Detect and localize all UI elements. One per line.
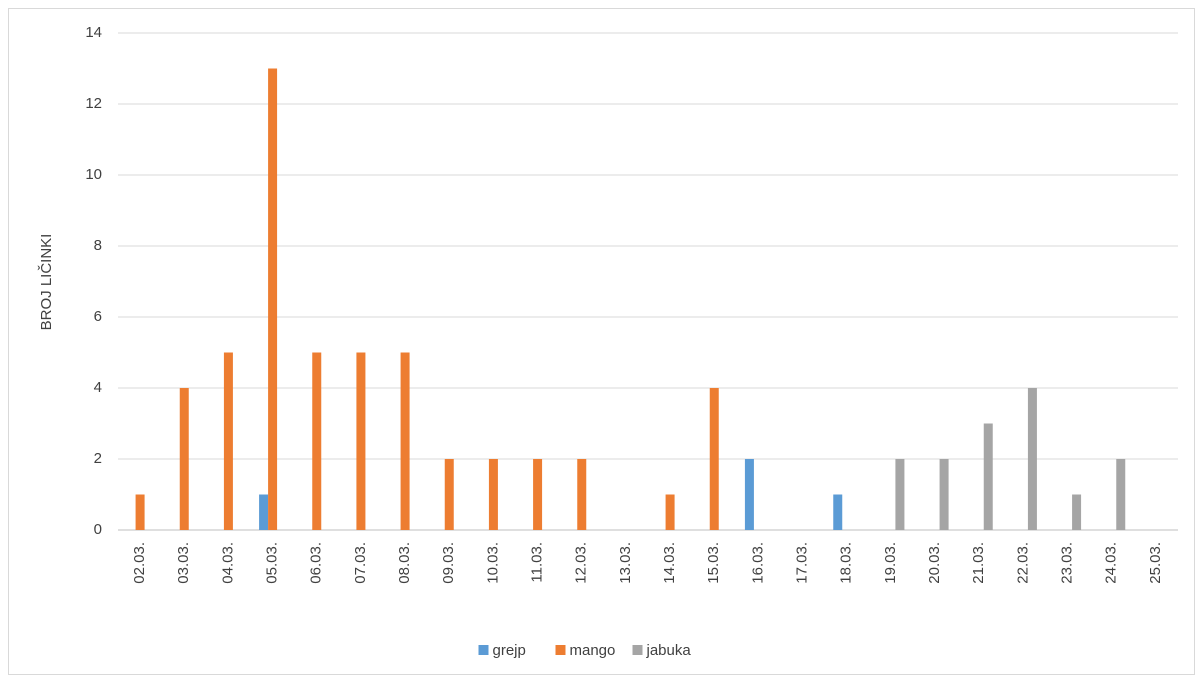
x-tick-label: 15.03.	[705, 542, 722, 584]
x-tick-label: 04.03.	[219, 542, 236, 584]
x-tick-label: 20.03.	[926, 542, 943, 584]
x-tick-label: 22.03.	[1014, 542, 1031, 584]
legend-label: jabuka	[646, 642, 692, 659]
y-tick-label: 14	[85, 24, 102, 41]
legend-label: mango	[570, 642, 616, 659]
bar	[1072, 494, 1082, 530]
legend-swatch	[555, 645, 566, 655]
bar	[577, 459, 587, 530]
x-tick-label: 19.03.	[882, 542, 899, 584]
bar	[259, 494, 269, 530]
bar	[1027, 388, 1037, 530]
bar	[939, 459, 949, 530]
bar	[135, 494, 145, 530]
x-tick-label: 16.03.	[749, 542, 766, 584]
y-tick-label: 0	[94, 521, 102, 538]
x-tick-label: 17.03.	[794, 542, 811, 584]
bar	[709, 388, 719, 530]
x-tick-label: 23.03.	[1059, 542, 1076, 584]
y-tick-label: 12	[85, 95, 102, 112]
x-tick-label: 12.03.	[573, 542, 590, 584]
x-tick-label: 25.03.	[1147, 542, 1164, 584]
x-tick-label: 03.03.	[175, 542, 192, 584]
x-tick-label: 06.03.	[308, 542, 325, 584]
bar	[1116, 459, 1126, 530]
x-tick-label: 07.03.	[352, 542, 369, 584]
bar	[533, 459, 543, 530]
x-tick-label: 11.03.	[529, 542, 546, 583]
bar	[400, 352, 410, 530]
bar	[488, 459, 498, 530]
y-tick-label: 10	[85, 166, 102, 183]
bar	[744, 459, 754, 530]
bar	[223, 352, 233, 530]
y-tick-label: 8	[94, 237, 102, 254]
legend-swatch	[632, 645, 643, 655]
bar	[983, 423, 993, 530]
bar	[665, 494, 675, 530]
x-tick-label: 13.03.	[617, 542, 634, 584]
x-tick-label: 02.03.	[131, 542, 148, 584]
y-tick-label: 2	[94, 450, 102, 467]
bar	[179, 388, 189, 530]
legend-swatch	[478, 645, 489, 655]
chart-frame	[8, 8, 1195, 675]
bar	[833, 494, 843, 530]
x-tick-label: 05.03.	[264, 542, 281, 584]
bar	[312, 352, 322, 530]
legend-label: grejp	[493, 642, 526, 659]
bar	[356, 352, 366, 530]
x-tick-label: 08.03.	[396, 542, 413, 584]
x-tick-label: 09.03.	[440, 542, 457, 584]
y-tick-label: 6	[94, 308, 102, 325]
x-tick-label: 24.03.	[1103, 542, 1120, 584]
bar	[444, 459, 454, 530]
bar	[895, 459, 905, 530]
y-axis-label: BROJ LIČINKI	[38, 234, 55, 331]
x-tick-label: 18.03.	[838, 542, 855, 584]
y-tick-label: 4	[94, 379, 102, 396]
x-tick-label: 10.03.	[484, 542, 501, 584]
bar	[268, 68, 278, 530]
x-tick-label: 21.03.	[970, 542, 987, 584]
x-tick-label: 14.03.	[661, 542, 678, 584]
